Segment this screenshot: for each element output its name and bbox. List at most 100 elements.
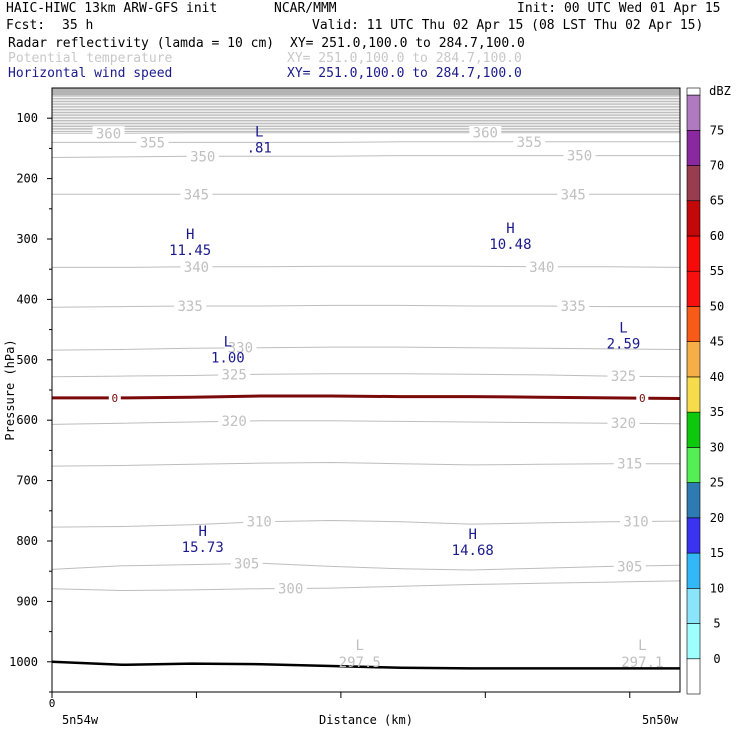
top-shade-band [52,88,680,96]
field-wind-name: Horizontal wind speed [8,66,173,81]
y-tick-label: 200 [16,172,38,186]
theta-label: 315 [617,457,642,473]
theta-label-bg [620,514,653,530]
theta-label-bg [557,187,590,203]
y-tick-label: 300 [16,232,38,246]
wind-extremum-value: 14.68 [452,543,494,559]
colorbar-bin [686,376,701,413]
y-tick-label: 400 [16,292,38,306]
theta-label: 335 [178,299,203,315]
colorbar-level-label: 55 [710,264,724,278]
field-theta-name: Potential temperature [8,51,173,66]
theta-label-bg [218,367,251,383]
theta-label: 325 [611,369,636,385]
wind-extremum-value: 10.48 [489,237,531,253]
theta-contour-310 [51,519,681,528]
colorbar-bin [686,165,701,202]
theta-label-bg [274,581,307,597]
colorbar-bin [686,235,701,272]
colorbar-bin [686,588,701,624]
theta-label: 330 [228,341,253,357]
y-tick-label: 800 [16,534,38,548]
theta-label: 310 [623,515,648,531]
theta-label-bg [613,456,646,472]
colorbar-bin [686,341,701,378]
colorbar-bin [686,306,701,342]
colorbar-bin [686,482,701,519]
colorbar-bin [686,623,701,660]
theta-label: 325 [221,367,246,383]
plot-frame [51,87,681,693]
wind-extremum-type: L [224,335,232,351]
colorbar-level-label: 75 [710,123,724,137]
theta-label: 355 [140,135,165,151]
colorbar-level-label: 20 [710,511,724,525]
theta-label: 350 [567,149,592,165]
theta-label-bg [607,369,640,385]
colorbar-level-label: 0 [713,652,720,666]
colorbar-bin [686,94,701,131]
theta-label: 355 [517,135,542,151]
x-axis-title: Distance (km) [319,713,413,727]
colorbar-level-label: 10 [710,581,724,595]
theta-label-bg [513,134,546,150]
y-tick-label: 900 [16,594,38,608]
theta-label: 350 [190,149,215,165]
y-tick-label: 1000 [9,655,38,669]
colorbar-bin [686,552,701,589]
wind-extremum-value: 11.45 [169,243,211,259]
theta-label: 340 [529,260,554,276]
theta-extremum-type: L [356,638,364,654]
colorbar-unit: dBZ [709,84,731,98]
theta-contour-315 [51,461,680,467]
colorbar-bin [686,129,701,166]
terrain-surface [51,660,680,670]
theta-label: 300 [278,582,303,598]
x-axis [51,692,631,698]
colorbar-level-label: 35 [710,405,724,419]
theta-label: 340 [184,260,209,276]
theta-label-bg [243,514,276,530]
theta-label-bg [136,135,169,151]
wind-extremum-type: H [186,227,194,243]
theta-label: 320 [611,416,636,432]
valid-time: Valid: 11 UTC Thu 02 Apr 15 (08 LST Thu … [312,18,704,33]
colorbar-bin [686,200,701,237]
theta-extremum-value: 297.1 [621,655,663,671]
fcst-label: Fcst: [6,18,46,33]
terrain-line [51,660,680,670]
colorbar-level-label: 40 [710,370,724,384]
theta-label-bg [469,125,502,141]
theta-label-bg [557,299,590,315]
zero-contour-label: 0 [111,392,118,405]
theta-label-bg [92,126,125,142]
field-theta-xy: XY= 251.0,100.0 to 284.7,100.0 [287,51,522,66]
colorbar-level-label: 5 [713,617,720,631]
wind-extremum-value: 2.59 [607,337,641,353]
zero-contour-line [52,394,681,400]
theta-label-bg [563,148,596,164]
field-reflectivity-name: Radar reflectivity (lamda = 10 cm) [8,36,275,51]
theta-extremum-value: 297.5 [339,655,381,671]
y-tick-label: 700 [16,474,38,488]
wind-extremum-type: L [255,124,263,140]
field-reflectivity-xy: XY= 251.0,100.0 to 284.7,100.0 [290,36,525,51]
theta-contour-330 [51,346,681,351]
theta-label: 345 [184,187,209,203]
colorbar-top-cap [686,87,701,96]
model-title: HAIC-HIWC 13km ARW-GFS init [6,1,218,16]
theta-label: 305 [617,559,642,575]
center-label: NCAR/MMM [274,1,337,16]
theta-contour-340 [52,265,681,268]
wind-extremum-type: H [199,524,207,540]
y-tick-label: 600 [16,413,38,427]
theta-extremum-type: L [638,638,646,654]
zero-label-bg [108,391,121,405]
x-end-label: 5n50w [642,713,679,727]
y-tick-label: 500 [16,353,38,367]
colorbar-level-label: 30 [710,440,724,454]
theta-label-bg [186,149,219,165]
y-axis: 100 200 300 400 500 600 700 800 900 1000 [9,111,52,693]
